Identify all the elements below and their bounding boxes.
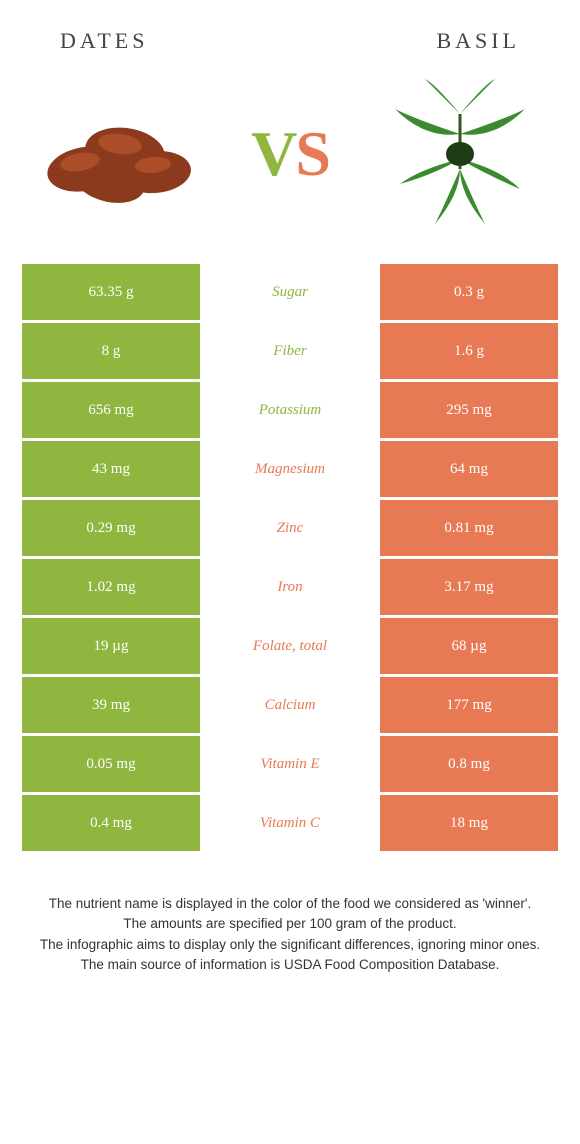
table-row: 19 µgFolate, total68 µg	[22, 618, 558, 674]
left-value: 0.05 mg	[22, 736, 200, 792]
nutrient-label: Magnesium	[200, 441, 380, 497]
footer-line: The main source of information is USDA F…	[30, 955, 550, 975]
nutrient-label: Folate, total	[200, 618, 380, 674]
nutrient-label: Vitamin E	[200, 736, 380, 792]
left-value: 63.35 g	[22, 264, 200, 320]
vs-v: V	[251, 118, 295, 189]
right-value: 177 mg	[380, 677, 558, 733]
table-row: 1.02 mgIron3.17 mg	[22, 559, 558, 615]
right-value: 18 mg	[380, 795, 558, 851]
nutrient-table: 63.35 gSugar0.3 g8 gFiber1.6 g656 mgPota…	[0, 264, 580, 851]
vs-label: VS	[251, 117, 329, 191]
left-value: 19 µg	[22, 618, 200, 674]
table-row: 656 mgPotassium295 mg	[22, 382, 558, 438]
dates-image	[30, 74, 210, 234]
left-value: 0.29 mg	[22, 500, 200, 556]
vs-s: S	[295, 118, 329, 189]
table-row: 39 mgCalcium177 mg	[22, 677, 558, 733]
right-value: 3.17 mg	[380, 559, 558, 615]
nutrient-label: Vitamin C	[200, 795, 380, 851]
right-value: 0.81 mg	[380, 500, 558, 556]
table-row: 0.29 mgZinc0.81 mg	[22, 500, 558, 556]
right-value: 295 mg	[380, 382, 558, 438]
table-row: 0.4 mgVitamin C18 mg	[22, 795, 558, 851]
left-food-title: Dates	[60, 28, 148, 54]
footer-line: The nutrient name is displayed in the co…	[30, 894, 550, 914]
basil-image	[370, 74, 550, 234]
nutrient-label: Zinc	[200, 500, 380, 556]
footer-notes: The nutrient name is displayed in the co…	[0, 854, 580, 975]
right-value: 64 mg	[380, 441, 558, 497]
left-value: 43 mg	[22, 441, 200, 497]
nutrient-label: Potassium	[200, 382, 380, 438]
header: Dates Basil	[0, 0, 580, 64]
right-value: 0.3 g	[380, 264, 558, 320]
table-row: 0.05 mgVitamin E0.8 mg	[22, 736, 558, 792]
nutrient-label: Fiber	[200, 323, 380, 379]
nutrient-label: Sugar	[200, 264, 380, 320]
left-value: 1.02 mg	[22, 559, 200, 615]
right-food-title: Basil	[436, 28, 520, 54]
right-value: 1.6 g	[380, 323, 558, 379]
table-row: 43 mgMagnesium64 mg	[22, 441, 558, 497]
right-value: 68 µg	[380, 618, 558, 674]
right-value: 0.8 mg	[380, 736, 558, 792]
images-row: VS	[0, 64, 580, 264]
nutrient-label: Calcium	[200, 677, 380, 733]
left-value: 8 g	[22, 323, 200, 379]
left-value: 0.4 mg	[22, 795, 200, 851]
table-row: 63.35 gSugar0.3 g	[22, 264, 558, 320]
footer-line: The infographic aims to display only the…	[30, 935, 550, 955]
left-value: 39 mg	[22, 677, 200, 733]
nutrient-label: Iron	[200, 559, 380, 615]
footer-line: The amounts are specified per 100 gram o…	[30, 914, 550, 934]
left-value: 656 mg	[22, 382, 200, 438]
table-row: 8 gFiber1.6 g	[22, 323, 558, 379]
